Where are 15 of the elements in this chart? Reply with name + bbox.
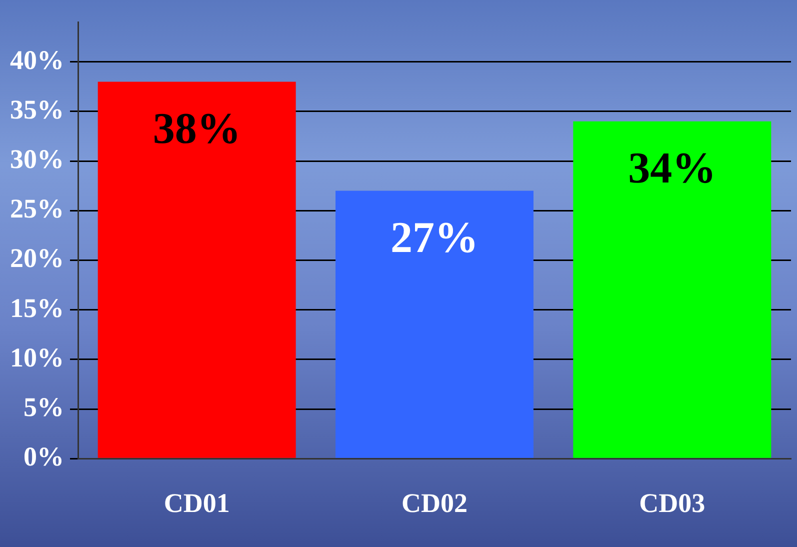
- x-tick-label: CD01: [164, 488, 230, 518]
- data-label: 34%: [628, 144, 716, 193]
- y-tick-label: 10%: [10, 342, 64, 372]
- y-tick-label: 20%: [10, 243, 64, 274]
- y-tick-label: 5%: [24, 392, 64, 422]
- y-tick-label: 35%: [10, 94, 64, 124]
- y-tick-label: 15%: [10, 292, 64, 323]
- data-label: 27%: [390, 213, 478, 262]
- y-tick-label: 40%: [10, 44, 64, 75]
- x-tick-label: CD02: [402, 488, 468, 518]
- y-tick-label: 30%: [10, 144, 64, 174]
- x-tick-label: CD03: [639, 488, 706, 518]
- y-tick-label: 0%: [24, 442, 64, 472]
- data-label: 38%: [152, 104, 241, 154]
- y-tick-label: 25%: [10, 194, 64, 224]
